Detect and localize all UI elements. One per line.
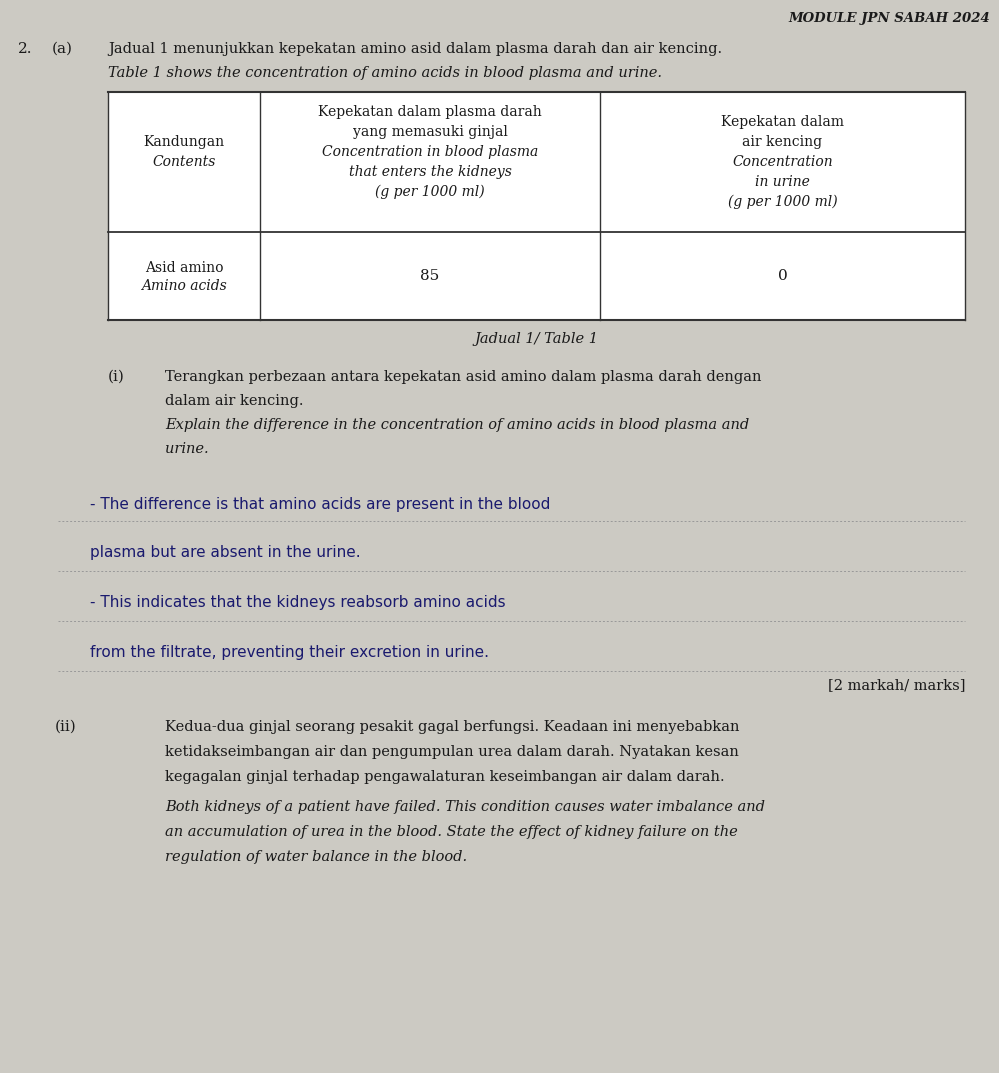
Text: in urine: in urine	[755, 175, 810, 189]
Text: plasma but are absent in the urine.: plasma but are absent in the urine.	[90, 545, 361, 560]
Text: (g per 1000 ml): (g per 1000 ml)	[727, 195, 837, 209]
Text: Kedua-dua ginjal seorang pesakit gagal berfungsi. Keadaan ini menyebabkan: Kedua-dua ginjal seorang pesakit gagal b…	[165, 720, 739, 734]
Text: that enters the kidneys: that enters the kidneys	[349, 165, 511, 179]
Text: Contents: Contents	[152, 155, 216, 170]
Text: MODULE JPN SABAH 2024: MODULE JPN SABAH 2024	[788, 12, 990, 25]
Text: kegagalan ginjal terhadap pengawalaturan keseimbangan air dalam darah.: kegagalan ginjal terhadap pengawalaturan…	[165, 770, 724, 784]
Text: (i): (i)	[108, 370, 125, 384]
Text: [2 markah/ marks]: [2 markah/ marks]	[827, 678, 965, 692]
Text: from the filtrate, preventing their excretion in urine.: from the filtrate, preventing their excr…	[90, 645, 489, 660]
Text: 2.: 2.	[18, 42, 33, 56]
Text: - This indicates that the kidneys reabsorb amino acids: - This indicates that the kidneys reabso…	[90, 596, 505, 609]
Text: 0: 0	[777, 269, 787, 283]
Text: Explain the difference in the concentration of amino acids in blood plasma and: Explain the difference in the concentrat…	[165, 418, 749, 432]
Text: (g per 1000 ml): (g per 1000 ml)	[376, 185, 485, 200]
Text: ketidakseimbangan air dan pengumpulan urea dalam darah. Nyatakan kesan: ketidakseimbangan air dan pengumpulan ur…	[165, 745, 739, 759]
Text: air kencing: air kencing	[742, 135, 822, 149]
Text: yang memasuki ginjal: yang memasuki ginjal	[353, 124, 507, 139]
Text: Concentration in blood plasma: Concentration in blood plasma	[322, 145, 538, 159]
Text: Kepekatan dalam plasma darah: Kepekatan dalam plasma darah	[318, 105, 541, 119]
Text: (a): (a)	[52, 42, 73, 56]
Text: urine.: urine.	[165, 442, 209, 456]
Text: (ii): (ii)	[55, 720, 77, 734]
Text: - The difference is that amino acids are present in the blood: - The difference is that amino acids are…	[90, 497, 550, 512]
Bar	[108, 92, 965, 320]
Text: Terangkan perbezaan antara kepekatan asid amino dalam plasma darah dengan: Terangkan perbezaan antara kepekatan asi…	[165, 370, 761, 384]
Text: Both kidneys of a patient have failed. This condition causes water imbalance and: Both kidneys of a patient have failed. T…	[165, 800, 765, 814]
Text: Jadual 1 menunjukkan kepekatan amino asid dalam plasma darah dan air kencing.: Jadual 1 menunjukkan kepekatan amino asi…	[108, 42, 722, 56]
Text: Amino acids: Amino acids	[141, 279, 227, 293]
Text: dalam air kencing.: dalam air kencing.	[165, 394, 304, 408]
Text: regulation of water balance in the blood.: regulation of water balance in the blood…	[165, 850, 468, 864]
Text: Asid amino: Asid amino	[145, 261, 223, 275]
Text: 85: 85	[421, 269, 440, 283]
Text: Table 1 shows the concentration of amino acids in blood plasma and urine.: Table 1 shows the concentration of amino…	[108, 67, 662, 80]
Text: Kandungan: Kandungan	[144, 135, 225, 149]
Text: an accumulation of urea in the blood. State the effect of kidney failure on the: an accumulation of urea in the blood. St…	[165, 825, 737, 839]
Text: Kepekatan dalam: Kepekatan dalam	[721, 115, 844, 129]
Text: Concentration: Concentration	[732, 155, 833, 170]
Text: Jadual 1/ Table 1: Jadual 1/ Table 1	[475, 332, 598, 346]
